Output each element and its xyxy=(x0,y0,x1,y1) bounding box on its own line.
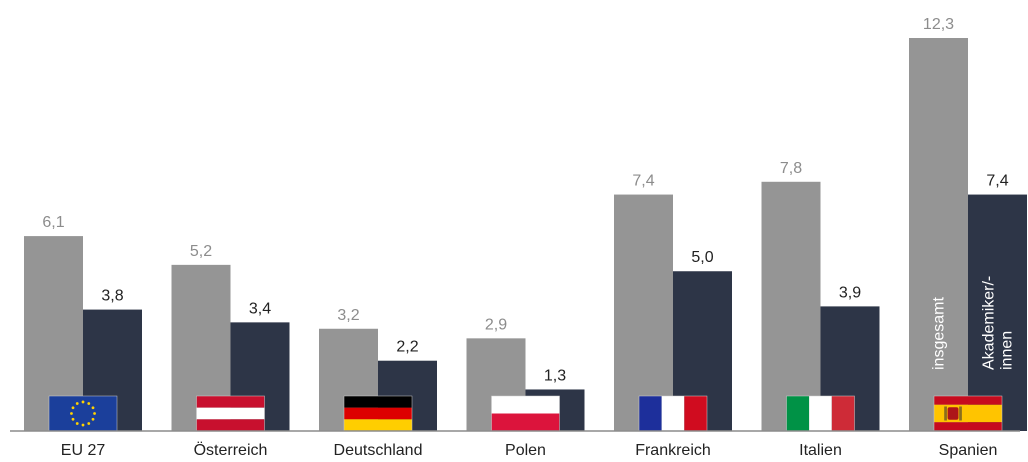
category-label-oesterreich: Österreich xyxy=(194,441,268,459)
category-label-eu-27: EU 27 xyxy=(61,442,106,459)
category-label-frankreich: Frankreich xyxy=(635,442,711,459)
value-label-eu-27-insgesamt: 6,1 xyxy=(42,214,64,231)
value-label-polen-akademiker: 1,3 xyxy=(544,367,566,384)
category-label-italien: Italien xyxy=(799,442,842,459)
italy-flag-icon xyxy=(786,395,855,432)
germany-flag-icon xyxy=(343,395,413,432)
value-label-deutschland-insgesamt: 3,2 xyxy=(337,307,359,324)
category-label-deutschland: Deutschland xyxy=(334,442,423,459)
eu-flag-icon xyxy=(48,395,118,432)
category-label-polen: Polen xyxy=(505,442,546,459)
bars-group xyxy=(24,38,1027,431)
poland-flag-icon xyxy=(491,395,560,432)
value-label-deutschland-akademiker: 2,2 xyxy=(396,339,418,356)
series-label-akademiker: Akademiker/-innen xyxy=(981,276,1016,370)
flags-group xyxy=(48,395,1003,432)
value-label-italien-insgesamt: 7,8 xyxy=(780,160,802,177)
value-label-spanien-akademiker: 7,4 xyxy=(986,173,1008,190)
labels-group: 6,1 3,8 EU 27 5,2 3,4 Österreich 3,2 2,2 Deutsch… xyxy=(42,16,1015,459)
value-label-polen-insgesamt: 2,9 xyxy=(485,316,507,333)
austria-flag-icon xyxy=(196,395,265,432)
series-label-insgesamt: insgesamt xyxy=(931,297,948,370)
value-label-spanien-insgesamt: 12,3 xyxy=(923,16,954,33)
france-flag-icon xyxy=(638,395,708,432)
spain-flag-icon xyxy=(933,395,1003,432)
value-label-oesterreich-insgesamt: 5,2 xyxy=(190,243,212,260)
value-label-oesterreich-akademiker: 3,4 xyxy=(249,300,271,317)
bar-italien-insgesamt xyxy=(761,181,821,431)
bar-frankreich-insgesamt xyxy=(614,194,673,431)
value-label-italien-akademiker: 3,9 xyxy=(839,284,861,301)
bar-spanien-akademiker xyxy=(968,194,1027,431)
value-label-frankreich-akademiker: 5,0 xyxy=(691,249,713,266)
bar-spanien-insgesamt xyxy=(909,38,968,431)
value-label-frankreich-insgesamt: 7,4 xyxy=(632,173,654,190)
category-label-spanien: Spanien xyxy=(939,442,998,459)
value-label-eu-27-akademiker: 3,8 xyxy=(101,288,123,305)
